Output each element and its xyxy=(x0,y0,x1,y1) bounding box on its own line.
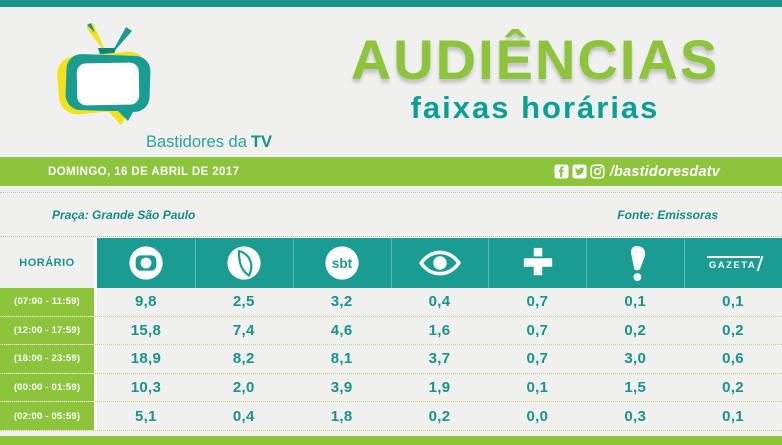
brand-name-prefix: Bastidores da xyxy=(146,133,247,151)
row-values: 18,9 8,2 8,1 3,7 0,7 3,0 0,6 xyxy=(97,345,782,373)
rating-value: 0,7 xyxy=(526,350,549,368)
page-subtitle: faixas horárias xyxy=(410,90,660,125)
rating-value: 15,8 xyxy=(130,321,162,339)
column-gap xyxy=(94,288,97,316)
rating-value: 7,4 xyxy=(232,321,255,339)
source-label: Fonte: Emissoras xyxy=(617,208,718,222)
rating-value: 0,1 xyxy=(722,293,744,311)
page-title: AUDIÊNCIAS xyxy=(350,28,720,91)
network-logo-cultura xyxy=(488,238,586,288)
rating-value: 10,3 xyxy=(130,379,162,397)
time-slot-label: (12:00 - 17:59) xyxy=(0,316,94,345)
divider xyxy=(0,192,782,193)
brand-name: Bastidores da TV xyxy=(146,133,272,152)
divider xyxy=(0,236,782,237)
table-row: (12:00 - 17:59) 15,8 7,4 4,6 1,6 0,7 0,2 0,2 xyxy=(0,316,782,346)
twitter-icon xyxy=(572,164,587,179)
rating-value: 0,4 xyxy=(232,407,255,425)
rating-value: 8,1 xyxy=(330,350,353,368)
social-handle: /bastidoresdatv xyxy=(609,163,720,180)
rating-value: 0,2 xyxy=(722,379,744,397)
rating-value: 3,9 xyxy=(330,379,353,397)
column-gap xyxy=(94,345,97,373)
rating-value: 0,4 xyxy=(428,293,451,311)
column-gap xyxy=(94,373,97,402)
table-row: (00:00 - 01:59) 10,3 2,0 3,9 1,9 0,1 1,5 0,2 xyxy=(0,373,782,403)
column-gap xyxy=(94,402,97,430)
rating-value: 0,2 xyxy=(624,321,647,339)
title-block: AUDIÊNCIAS faixas horárias xyxy=(300,32,770,125)
rating-value: 0,7 xyxy=(526,293,549,311)
rating-value: 0,6 xyxy=(722,350,744,368)
row-values: 15,8 7,4 4,6 1,6 0,7 0,2 0,2 xyxy=(97,317,782,345)
rating-value: 0,2 xyxy=(428,407,451,425)
rating-value: 3,2 xyxy=(330,293,353,311)
rating-value: 0,1 xyxy=(624,293,647,311)
brand-name-suffix: TV xyxy=(250,133,272,151)
cultura-cross-icon xyxy=(523,247,553,276)
time-slot-label: (18:00 - 23:59) xyxy=(0,345,94,373)
row-values: 5,1 0,4 1,8 0,2 0,0 0,3 0,1 xyxy=(97,402,782,430)
rating-value: 1,9 xyxy=(428,379,451,397)
market-label: Praça: Grande São Paulo xyxy=(52,208,196,222)
table-row: (18:00 - 23:59) 18,9 8,2 8,1 3,7 0,7 3,0 0,6 xyxy=(0,345,782,374)
meta-row: Praça: Grande São Paulo Fonte: Emissoras xyxy=(0,196,782,236)
rating-value: 9,8 xyxy=(135,293,157,311)
row-values: 9,8 2,5 3,2 0,4 0,7 0,1 0,1 xyxy=(97,288,782,316)
table-header: HORÁRIO xyxy=(0,238,782,288)
network-logo-record xyxy=(194,238,293,288)
table-row: (02:00 - 05:59) 5,1 0,4 1,8 0,2 0,0 0,3 0,1 xyxy=(0,402,782,431)
brand-logo: Bastidores da TV xyxy=(50,14,272,151)
horario-header: HORÁRIO xyxy=(19,257,75,269)
time-slot-label: (00:00 - 01:59) xyxy=(0,373,94,402)
time-slot-label: (02:00 - 05:59) xyxy=(0,402,94,430)
rating-value: 0,3 xyxy=(624,407,647,425)
network-logo-sbt: sbt xyxy=(292,238,391,288)
bottom-accent-bar xyxy=(0,436,782,445)
column-gap xyxy=(94,316,97,345)
rating-value: 18,9 xyxy=(130,350,162,368)
network-logo-globo xyxy=(97,238,195,288)
ratings-table: HORÁRIO xyxy=(0,238,782,431)
svg-text:sbt: sbt xyxy=(332,256,353,271)
rating-value: 0,0 xyxy=(526,407,549,425)
rating-value: 1,8 xyxy=(330,407,353,425)
globo-icon xyxy=(129,246,163,280)
rating-value: 1,6 xyxy=(428,321,451,339)
rating-value: 8,2 xyxy=(232,350,255,368)
date-bar: DOMINGO, 16 DE ABRIL DE 2017 /bastidores… xyxy=(0,157,782,186)
rating-value: 2,5 xyxy=(232,293,255,311)
sbt-icon: sbt xyxy=(325,246,359,280)
top-accent-bar xyxy=(0,0,782,7)
time-slot-label: (07:00 - 11:59) xyxy=(0,288,94,316)
rating-value: 0,7 xyxy=(526,321,549,339)
rating-value: 0,1 xyxy=(526,379,549,397)
network-logo-redetv xyxy=(586,238,684,288)
rating-value: 3,0 xyxy=(624,350,647,368)
rating-value: 0,2 xyxy=(722,321,744,339)
network-logo-row: sbt xyxy=(97,238,782,288)
social-block: /bastidoresdatv xyxy=(554,164,720,180)
table-body: (07:00 - 11:59) 9,8 2,5 3,2 0,4 0,7 0,1 0,1 (1… xyxy=(0,288,782,431)
column-gap xyxy=(94,238,97,288)
band-eye-icon xyxy=(418,250,462,276)
network-logo-band xyxy=(390,238,489,288)
rating-value: 5,1 xyxy=(135,407,157,425)
date-label: DOMINGO, 16 DE ABRIL DE 2017 xyxy=(48,165,240,178)
tv-logo-icon xyxy=(57,23,151,125)
network-logo-gazeta: GAZETA xyxy=(684,238,782,288)
instagram-icon xyxy=(590,164,605,179)
table-row: (07:00 - 11:59) 9,8 2,5 3,2 0,4 0,7 0,1 0,1 xyxy=(0,288,782,317)
gazeta-wordmark-icon: GAZETA xyxy=(706,255,761,271)
record-icon xyxy=(227,246,261,280)
rating-value: 4,6 xyxy=(330,321,353,339)
rating-value: 2,0 xyxy=(232,379,255,397)
rating-value: 0,1 xyxy=(722,407,744,425)
row-values: 10,3 2,0 3,9 1,9 0,1 1,5 0,2 xyxy=(97,374,782,402)
rating-value: 1,5 xyxy=(624,379,647,397)
redetv-exclamation-icon xyxy=(630,246,645,281)
facebook-icon xyxy=(554,164,569,179)
rating-value: 3,7 xyxy=(428,350,451,368)
